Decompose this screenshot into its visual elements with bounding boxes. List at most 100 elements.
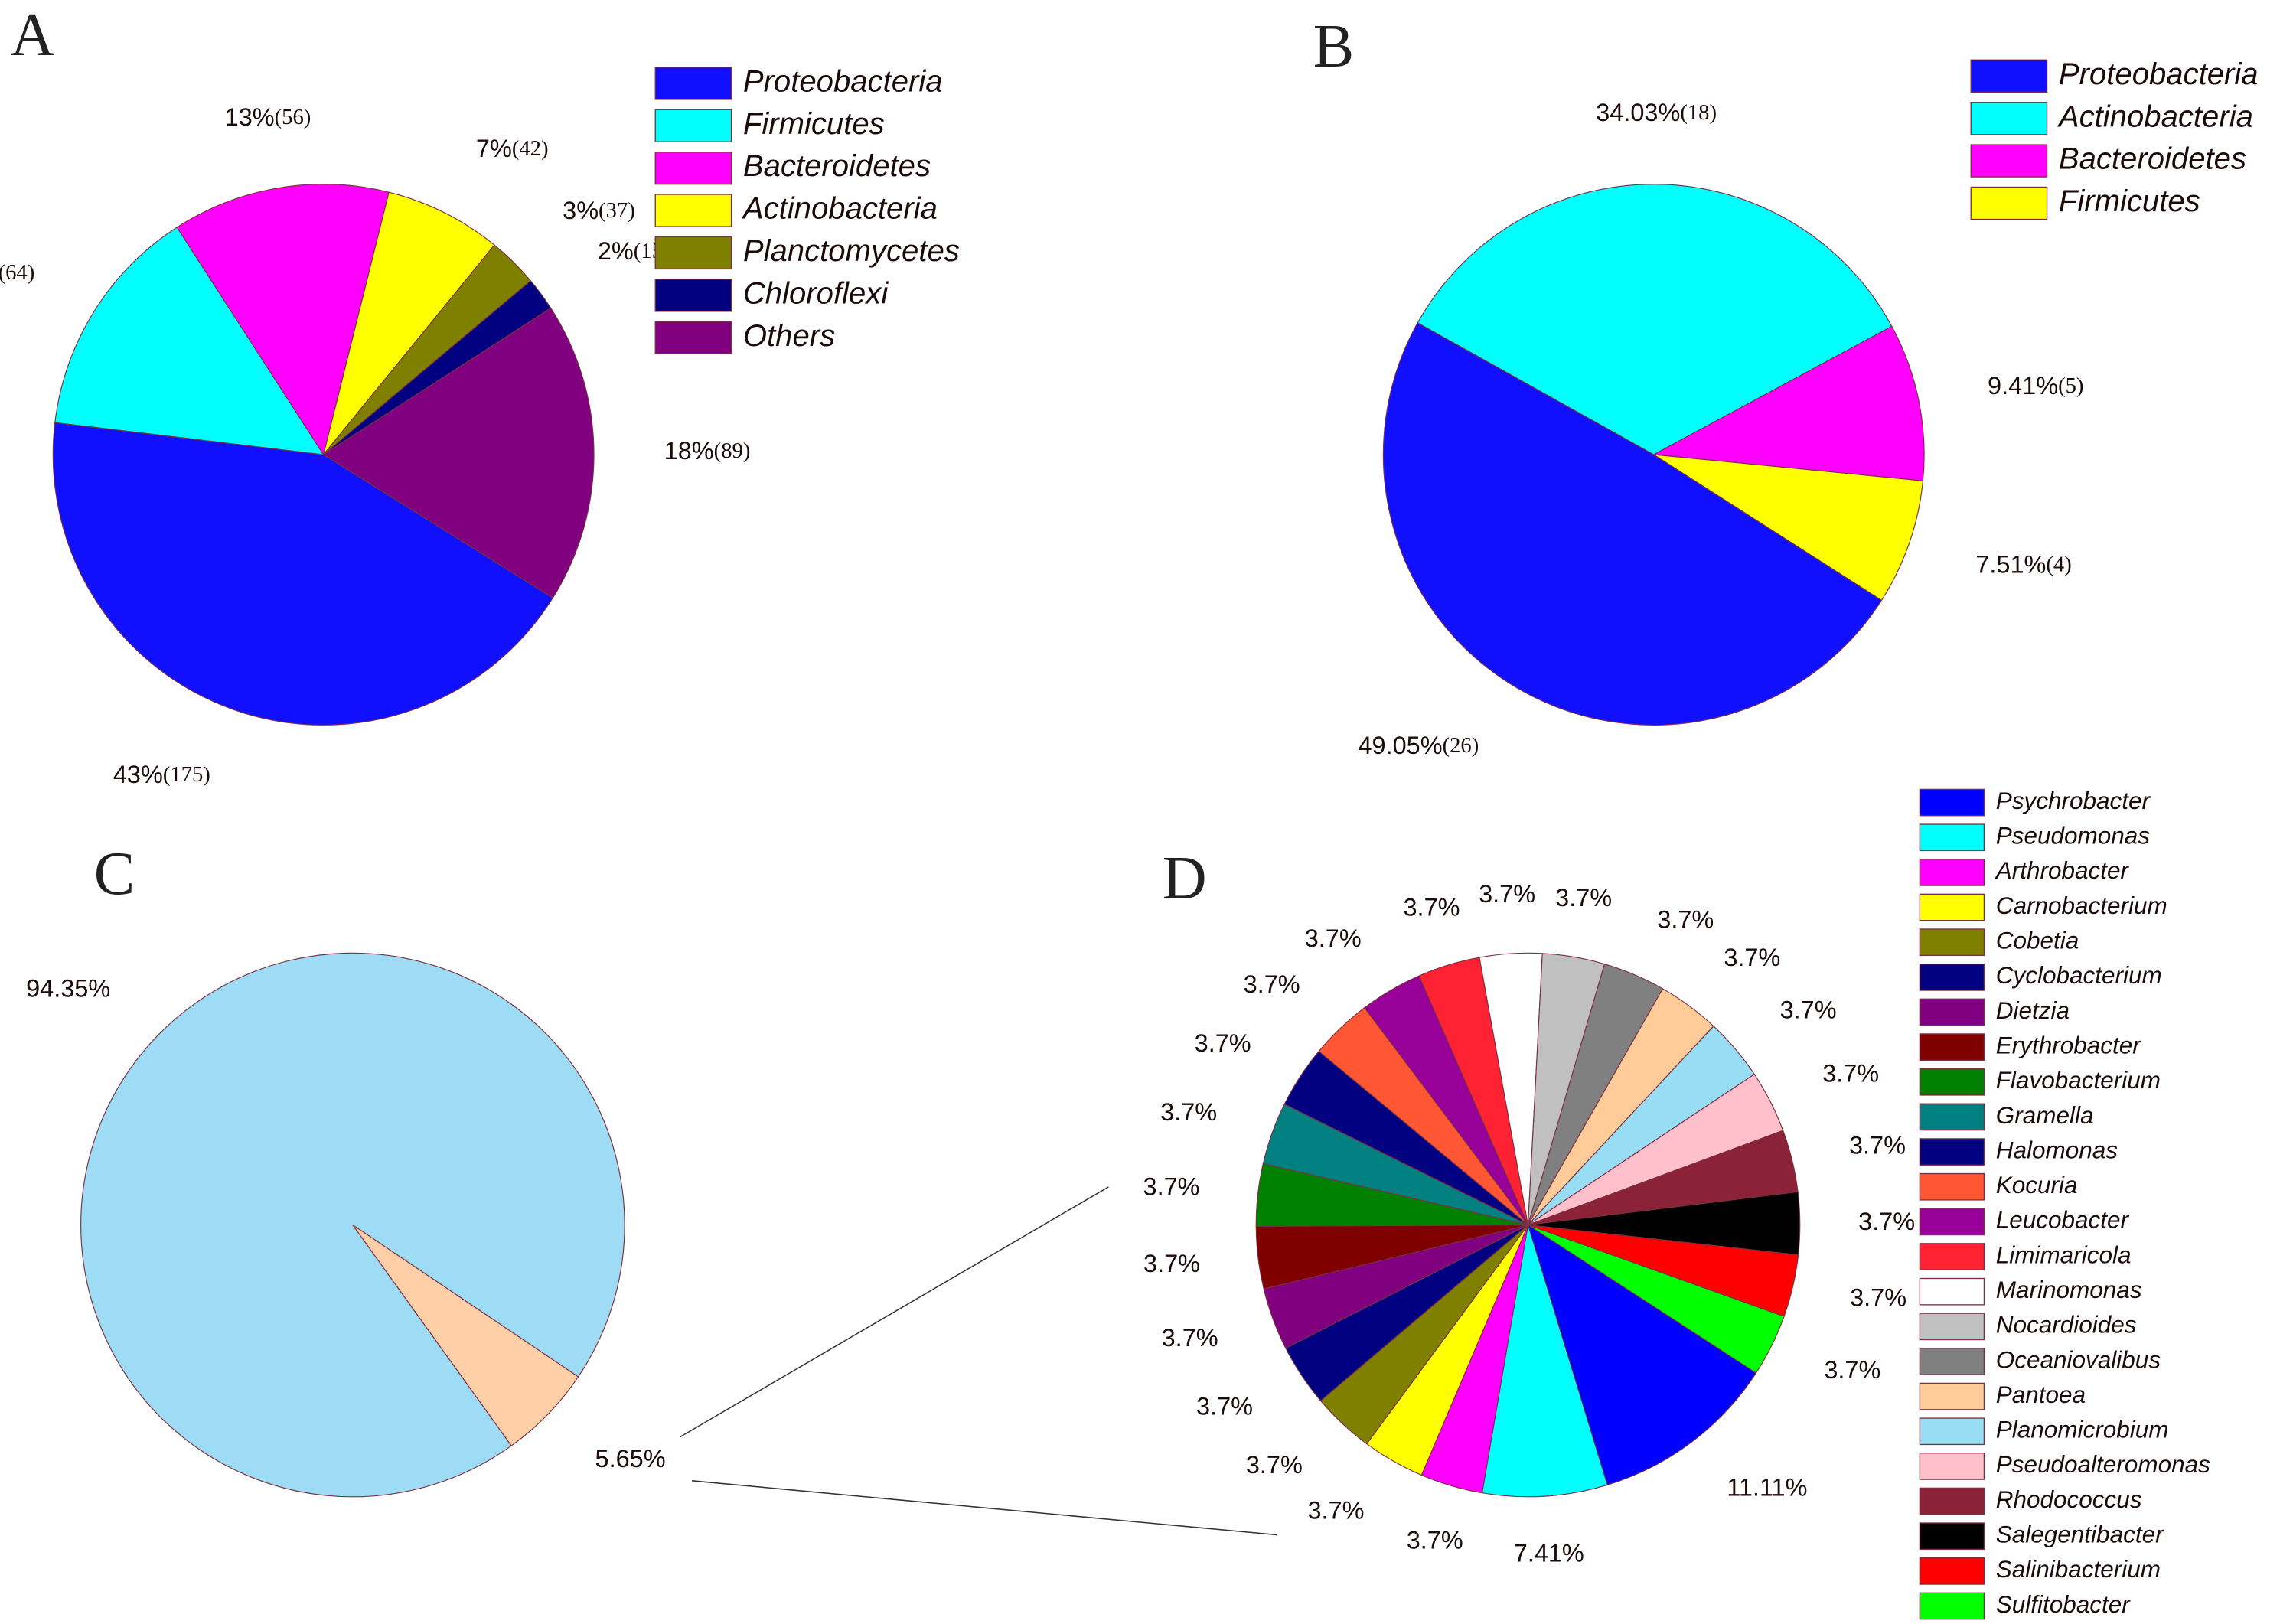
- slice-label: 3.7%: [1824, 1356, 1880, 1384]
- legend-label: Leucobacter: [1996, 1206, 2130, 1234]
- legend-swatch: [1919, 1033, 1985, 1061]
- pie-slice: [1528, 1225, 1785, 1374]
- percent-label: 13%: [225, 103, 275, 131]
- panel-label: D: [1163, 845, 1207, 912]
- pie-slice: [1481, 1225, 1608, 1498]
- legend-swatch: [1919, 1172, 1985, 1201]
- slice-label: 3.7%: [1780, 996, 1837, 1023]
- legend-swatch: [1919, 893, 1985, 921]
- legend-label: Carnobacterium: [1996, 892, 2167, 919]
- legend-label: Salinibacterium: [1996, 1555, 2161, 1583]
- legend-label: Kocuria: [1996, 1171, 2078, 1198]
- legend-label: Flavobacterium: [1996, 1066, 2161, 1094]
- pie-slice: [1653, 454, 1924, 602]
- legend-swatch: [1919, 1277, 1985, 1306]
- pie-slice: [1382, 321, 1883, 726]
- percent-label: 3.7%: [1850, 1283, 1906, 1311]
- slice-label: 3.7%: [1850, 1283, 1906, 1311]
- legend-swatch: [654, 109, 732, 142]
- percent-label: 3%: [563, 197, 599, 224]
- legend-label: Sulfitobacter: [1996, 1590, 2132, 1618]
- legend-swatch: [1919, 1348, 1985, 1375]
- legend-label: Proteobacteria: [2059, 57, 2259, 91]
- legend-label: Actinobacteria: [742, 192, 938, 226]
- slice-label: 3.7%: [1479, 879, 1535, 907]
- slice-label: 3.7%: [1822, 1059, 1879, 1087]
- percent-label: 3.7%: [1824, 1356, 1880, 1384]
- pie-slice: [1417, 184, 1893, 455]
- legend-label: Actinobacteria: [2057, 99, 2253, 133]
- legend-label: Planomicrobium: [1996, 1416, 2169, 1443]
- connector-line: [691, 1480, 1277, 1536]
- legend-swatch: [1919, 1417, 1985, 1446]
- slice-label: 7.41%: [1514, 1539, 1584, 1567]
- legend-label: Salegentibacter: [1996, 1521, 2164, 1548]
- legend-swatch: [1919, 1522, 1985, 1551]
- legend-swatch: [1919, 788, 1985, 817]
- legend-swatch: [1919, 1068, 1985, 1096]
- percent-label: 7%: [476, 135, 512, 162]
- percent-label: 3.7%: [1858, 1208, 1915, 1235]
- legend-label: Proteobacteria: [743, 64, 943, 98]
- legend-swatch: [1919, 1313, 1985, 1341]
- percent-label: 3.7%: [1657, 905, 1714, 933]
- count-label: (37): [599, 198, 635, 223]
- percent-label: 94.35%: [26, 974, 110, 1002]
- count-label: (42): [512, 136, 549, 161]
- legend-swatch: [1919, 823, 1985, 852]
- legend-label: Limimaricola: [1996, 1241, 2132, 1268]
- count-label: (5): [2058, 373, 2083, 398]
- slice-label: 14%(64): [0, 259, 34, 286]
- connector-line: [680, 1186, 1109, 1438]
- slice-label: 5.65%: [595, 1444, 666, 1472]
- count-label: (56): [275, 105, 311, 129]
- count-label: (4): [2046, 552, 2071, 576]
- slice-label: 3.7%: [1160, 1098, 1217, 1126]
- slice-label: 3.7%: [1246, 1451, 1303, 1479]
- percent-label: 3.7%: [1143, 1249, 1200, 1277]
- legend-label: Pantoea: [1996, 1381, 2086, 1408]
- count-label: (64): [0, 260, 34, 285]
- legend-swatch: [1919, 928, 1985, 957]
- percent-label: 2%: [598, 236, 634, 264]
- pie-slice: [1527, 1224, 1757, 1486]
- slice-label: 3%(37): [563, 197, 635, 224]
- legend-swatch: [654, 321, 732, 354]
- legend-label: Pseudomonas: [1996, 822, 2151, 850]
- slice-label: 49.05%(26): [1359, 731, 1479, 758]
- legend-swatch: [1919, 1453, 1985, 1480]
- percent-label: 34.03%: [1596, 99, 1680, 126]
- slice-label: 94.35%: [26, 974, 110, 1002]
- pie-slice: [54, 227, 325, 455]
- legend-swatch: [1919, 1557, 1985, 1585]
- count-label: (26): [1443, 732, 1479, 757]
- legend-label: Halomonas: [1996, 1136, 2118, 1163]
- legend-swatch: [1919, 1138, 1985, 1166]
- percent-label: 3.7%: [1195, 1029, 1251, 1057]
- legend-label: Firmicutes: [2059, 184, 2200, 218]
- legend-label: Nocardioides: [1996, 1311, 2137, 1339]
- legend-swatch: [654, 236, 732, 270]
- percent-label: 3.7%: [1160, 1098, 1217, 1126]
- legend-label: Cobetia: [1996, 927, 2079, 954]
- legend-label: Bacteroidetes: [743, 149, 931, 183]
- percent-label: 5.65%: [595, 1444, 666, 1472]
- percent-label: 43%: [113, 760, 163, 788]
- slice-label: 3.7%: [1162, 1324, 1218, 1352]
- slice-label: 18%(89): [664, 436, 751, 464]
- count-label: (175): [163, 761, 210, 786]
- legend-label: Pseudoalteromonas: [1996, 1450, 2210, 1478]
- percent-label: 3.7%: [1780, 996, 1837, 1023]
- percent-label: 3.7%: [1162, 1324, 1218, 1352]
- panel-label: A: [11, 2, 55, 69]
- slice-label: 3.7%: [1407, 1526, 1463, 1554]
- legend-swatch: [654, 151, 732, 185]
- slice-label: 3.7%: [1143, 1249, 1200, 1277]
- legend-label: Others: [743, 319, 835, 353]
- legend-swatch: [1919, 1487, 1985, 1515]
- slice-label: 3.7%: [1196, 1392, 1253, 1420]
- slice-label: 3.7%: [1195, 1029, 1251, 1057]
- legend-swatch: [1919, 1243, 1985, 1270]
